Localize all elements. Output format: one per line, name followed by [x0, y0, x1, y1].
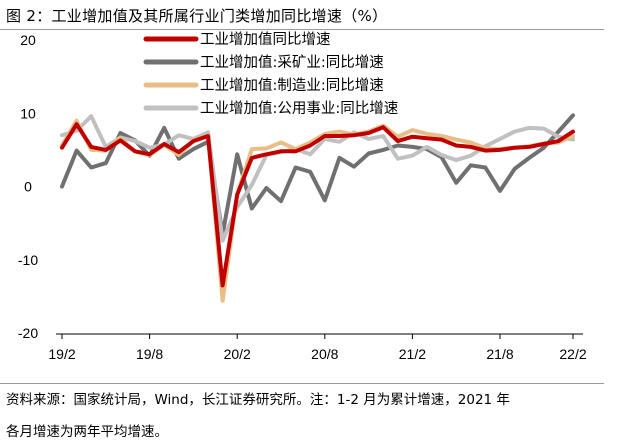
legend-label-2: 工业增加值:采矿业:同比增速 [200, 54, 384, 71]
legend-label-1: 工业增加值同比增速 [200, 31, 331, 48]
x-tick-label: 21/2 [399, 346, 426, 362]
source-note-line-1: 资料来源：国家统计局，Wind，长江证券研究所。注：1-2 月为累计增速，202… [6, 392, 510, 408]
note-divider [0, 383, 604, 384]
legend-label-4: 工业增加值:公用事业:同比增速 [200, 100, 398, 117]
series-line-4 [60, 114, 575, 243]
legend-label-3: 工业增加值:制造业:同比增速 [200, 77, 384, 94]
source-note-line-2: 各月增速为两年平均增速。 [6, 424, 168, 440]
y-axis-ticks: 20 10 0 -10 -20 [18, 32, 38, 341]
x-tick-label: 21/8 [486, 346, 513, 362]
y-tick-label: 0 [24, 179, 32, 195]
chart-legend: 工业增加值同比增速工业增加值:采矿业:同比增速工业增加值:制造业:同比增速工业增… [143, 31, 398, 117]
line-chart: 20 10 0 -10 -20 19/2 19/8 20/2 20/8 21/2 21/8 22/2… [18, 31, 587, 362]
y-tick-label: -10 [18, 252, 38, 268]
series-line-2 [60, 113, 575, 237]
title-divider [0, 29, 604, 30]
series-lines [60, 113, 575, 303]
y-tick-label: 10 [20, 105, 36, 121]
y-tick-label: -20 [18, 325, 38, 341]
series-line-1 [60, 122, 575, 288]
figure-title: 图 2：工业增加值及其所属行业门类增加同比增速（%） [6, 7, 388, 25]
x-tick-label: 19/8 [136, 346, 163, 362]
x-axis: 19/2 19/8 20/2 20/8 21/2 21/8 22/2 [48, 333, 587, 362]
x-tick-label: 20/2 [224, 346, 251, 362]
x-tick-label: 19/2 [48, 346, 75, 362]
x-tick-label: 22/2 [559, 346, 586, 362]
y-tick-label: 20 [20, 32, 36, 48]
x-tick-label: 20/8 [311, 346, 338, 362]
